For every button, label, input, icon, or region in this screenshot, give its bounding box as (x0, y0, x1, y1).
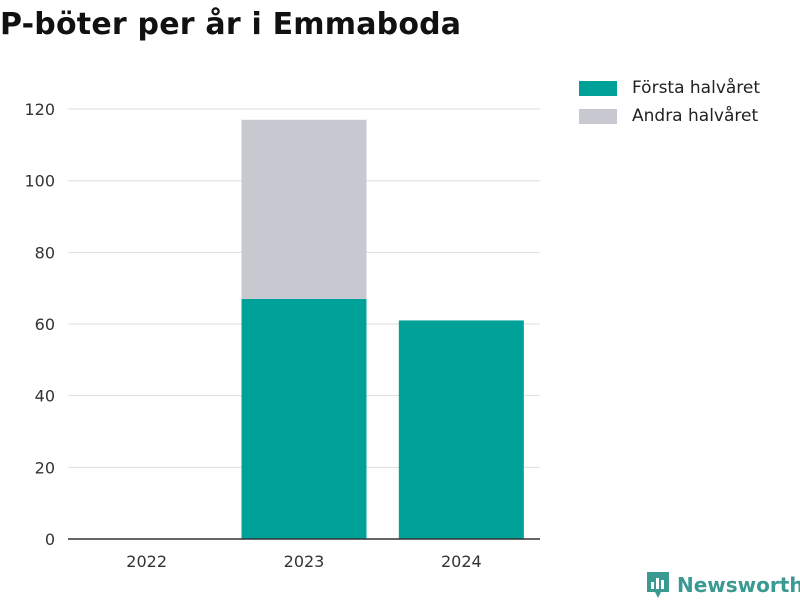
y-tick-label: 20 (35, 458, 55, 477)
legend-label: Första halvåret (632, 78, 761, 98)
newsworthy-brand[interactable]: Newsworthy (645, 570, 800, 600)
chart-title: P-böter per år i Emmaboda (0, 7, 462, 42)
bar-2023-series-0[interactable] (241, 298, 367, 539)
legend: Första halvåret Andra halvåret (579, 74, 760, 130)
bars (241, 119, 524, 539)
newsworthy-logo-icon (647, 572, 669, 598)
legend-item-forsta[interactable]: Första halvåret (579, 74, 760, 102)
x-tick-label: 2022 (126, 552, 167, 571)
bar-2023-series-1[interactable] (241, 119, 367, 299)
y-tick-label: 0 (45, 530, 55, 549)
y-tick-label: 60 (35, 315, 55, 334)
y-tick-label: 100 (24, 172, 55, 191)
legend-swatch (579, 108, 617, 124)
legend-swatch (579, 80, 617, 96)
brand-name: Newsworthy (677, 573, 800, 597)
bar-2024-series-0[interactable] (398, 320, 524, 539)
legend-label: Andra halvåret (632, 106, 759, 126)
x-tick-labels: 2022 2023 2024 (126, 552, 481, 571)
y-tick-label: 80 (35, 243, 55, 262)
x-tick-label: 2024 (441, 552, 482, 571)
y-tick-label: 40 (35, 387, 55, 406)
y-tick-labels: 0 20 40 60 80 100 120 (24, 100, 55, 549)
y-tick-label: 120 (24, 100, 55, 119)
legend-item-andra[interactable]: Andra halvåret (579, 102, 760, 130)
x-tick-label: 2023 (284, 552, 325, 571)
